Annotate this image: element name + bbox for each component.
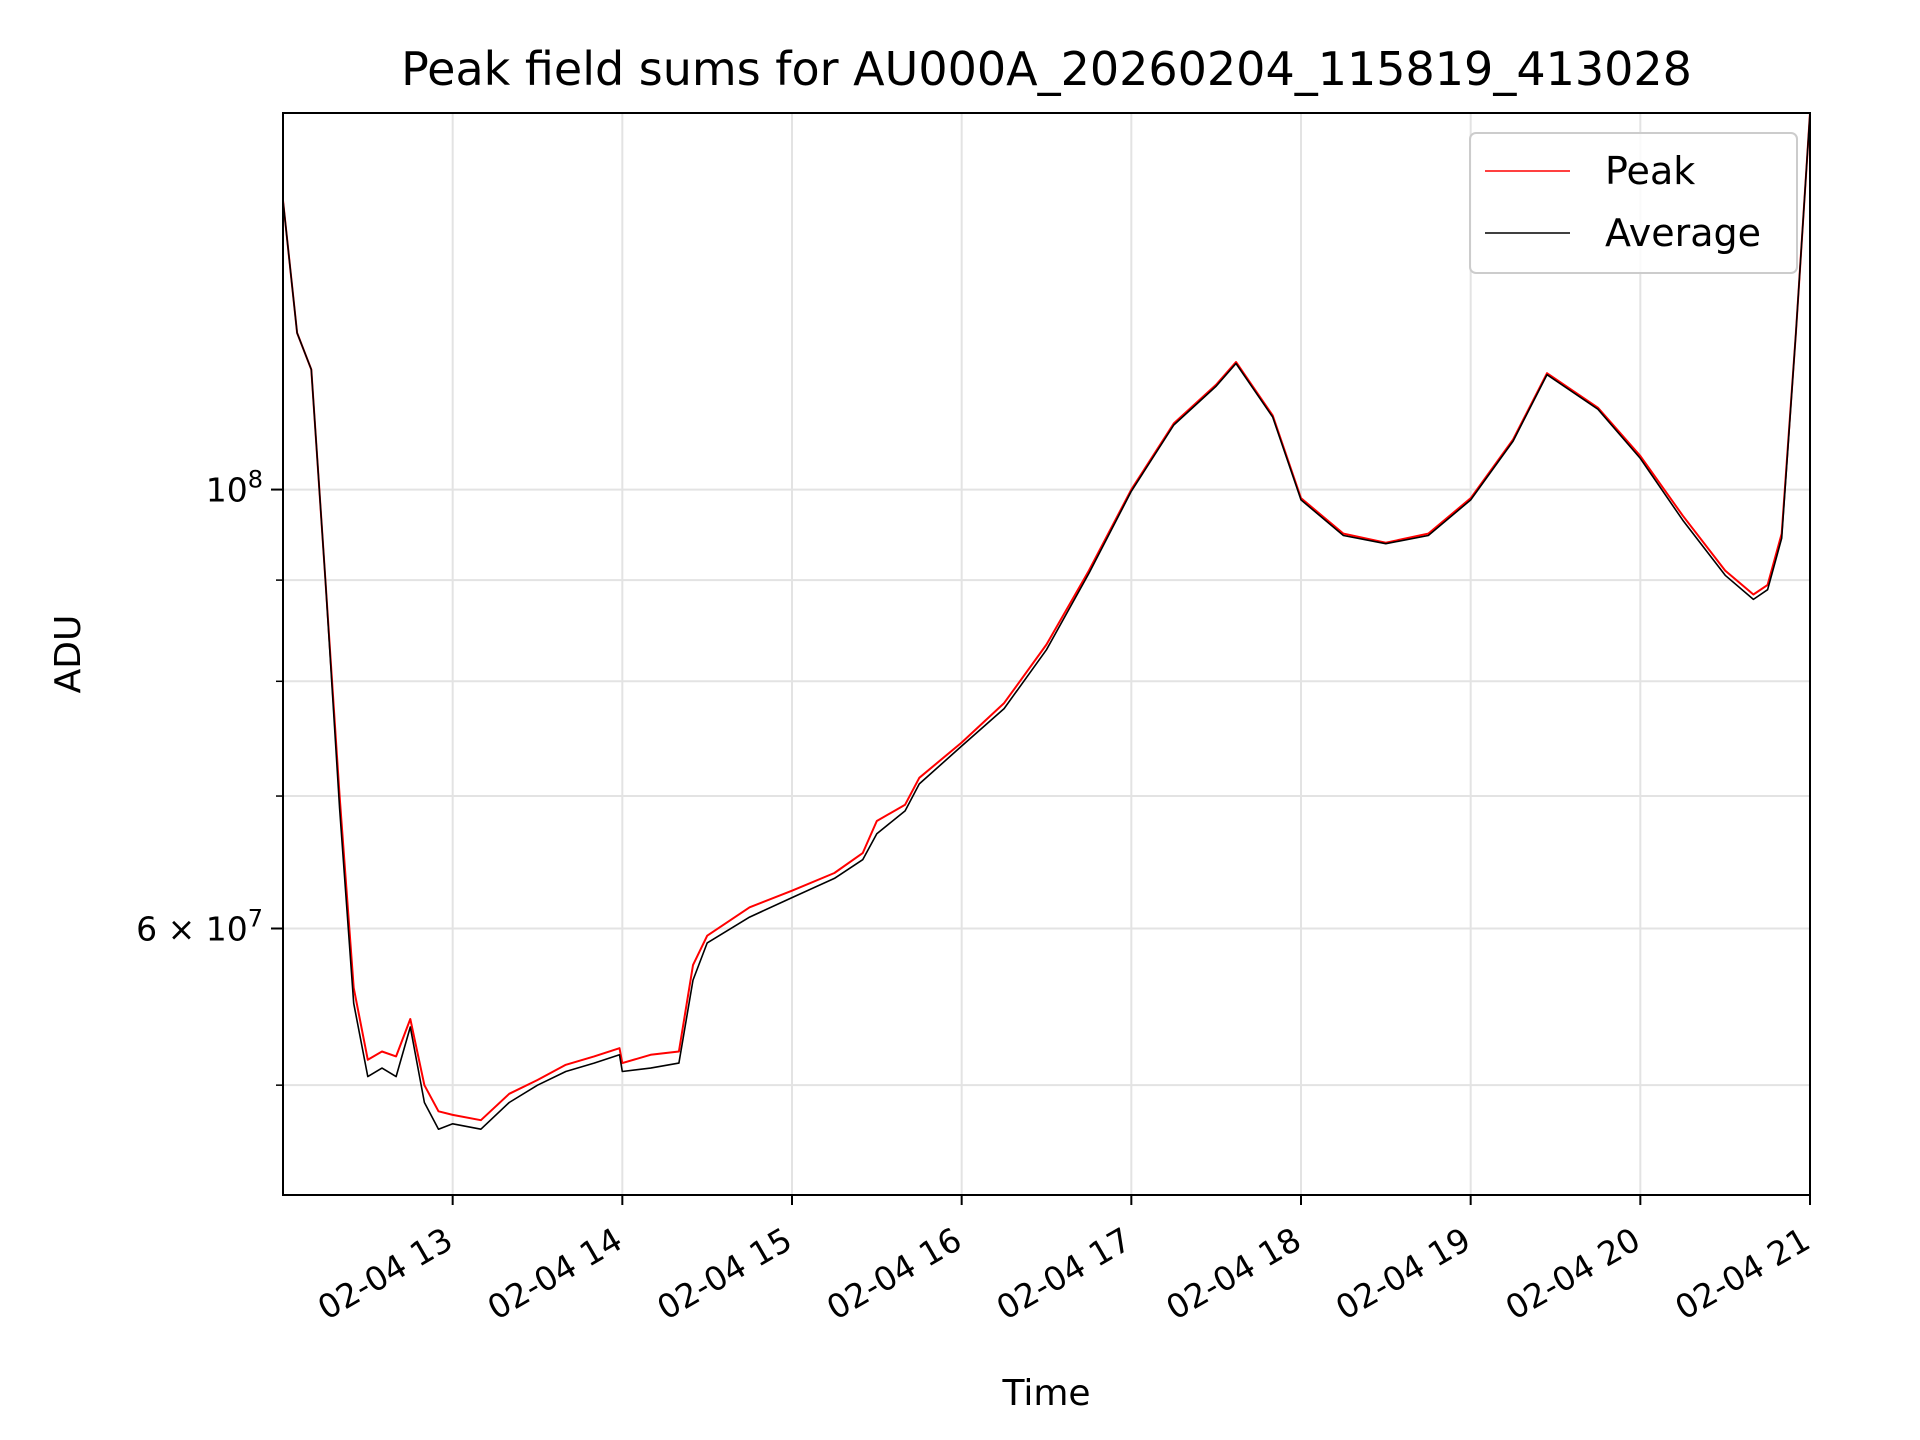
legend-label-peak: Peak: [1605, 149, 1695, 193]
legend: Peak Average: [1469, 132, 1798, 274]
legend-label-average: Average: [1605, 211, 1761, 255]
x-axis-label: Time: [1001, 1373, 1090, 1414]
series-lines: [282, 112, 1811, 1130]
series-line-average: [282, 112, 1811, 1130]
chart-title: Peak field sums for AU000A_20260204_1158…: [401, 42, 1692, 96]
legend-box: [1469, 132, 1798, 274]
plot-frame: [282, 112, 1811, 1196]
y-axis-label: ADU: [48, 615, 89, 694]
y-tick-label: 108: [206, 466, 263, 510]
y-tick-label: 6 × 107: [136, 904, 263, 948]
